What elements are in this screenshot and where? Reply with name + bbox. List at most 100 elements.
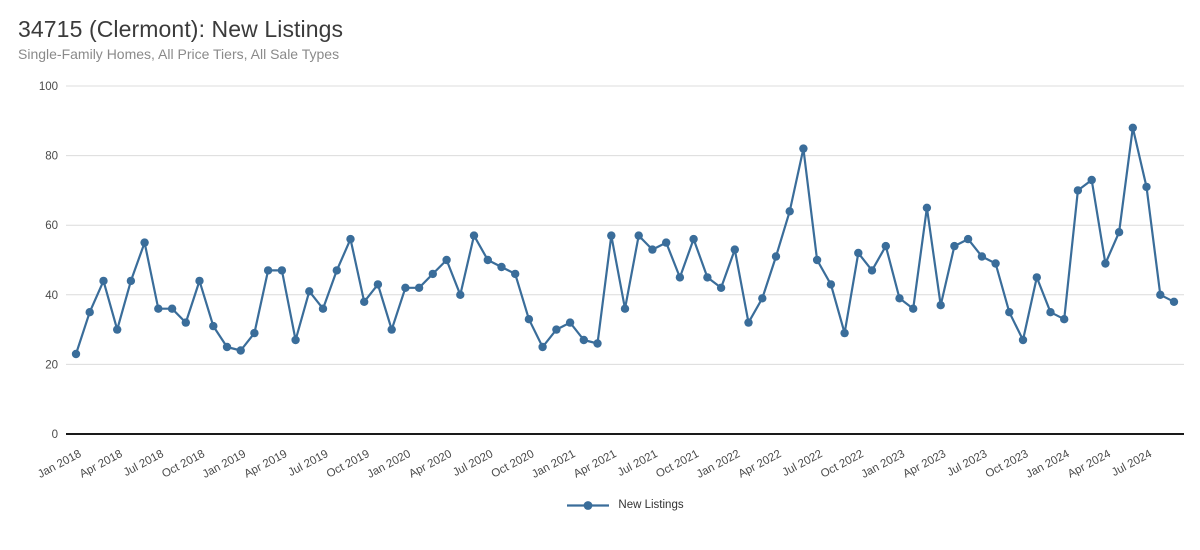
data-point xyxy=(442,255,451,265)
data-point xyxy=(771,252,781,261)
x-tick-label: Oct 2020 xyxy=(489,448,536,481)
data-point xyxy=(963,234,973,244)
data-point xyxy=(593,339,602,348)
x-tick-label: Jan 2019 xyxy=(201,448,248,481)
x-tick-label: Jan 2021 xyxy=(530,448,577,481)
data-point xyxy=(222,342,232,352)
data-point xyxy=(154,304,163,313)
data-point xyxy=(1169,297,1179,306)
x-tick-label: Apr 2018 xyxy=(78,448,125,481)
data-point xyxy=(1060,315,1069,324)
data-point xyxy=(524,315,534,324)
data-point xyxy=(1073,186,1083,195)
new-listings-line xyxy=(74,126,1176,356)
legend-item-new-listings[interactable]: New Listings xyxy=(566,499,684,512)
x-tick-label: Oct 2021 xyxy=(654,448,701,481)
data-point xyxy=(195,276,204,286)
chart-title: 34715 (Clermont): New Listings xyxy=(18,16,344,42)
data-point xyxy=(675,273,685,282)
data-point xyxy=(209,321,218,331)
data-point xyxy=(483,255,492,265)
y-tick-label: 0 xyxy=(52,429,58,441)
x-tick-label: Apr 2019 xyxy=(242,448,289,481)
x-tick-label: Apr 2022 xyxy=(737,448,784,481)
data-point xyxy=(538,342,547,352)
x-tick-label: Jul 2023 xyxy=(945,448,989,479)
x-tick-label: Jan 2022 xyxy=(695,448,742,481)
data-point xyxy=(1005,308,1014,317)
data-point xyxy=(318,304,328,313)
data-point xyxy=(840,328,849,338)
data-point xyxy=(511,269,520,279)
data-point xyxy=(428,269,437,279)
data-point xyxy=(99,276,108,286)
data-point xyxy=(689,234,698,244)
y-tick-label: 100 xyxy=(39,81,58,93)
x-tick-label: Jul 2022 xyxy=(781,448,825,479)
x-tick-label: Oct 2022 xyxy=(819,448,866,481)
data-point xyxy=(909,304,918,313)
data-point xyxy=(140,238,149,247)
data-point xyxy=(730,245,739,254)
data-point xyxy=(620,304,630,313)
data-point xyxy=(936,301,945,310)
x-tick-label: Jan 2023 xyxy=(859,448,906,481)
data-point xyxy=(305,287,314,296)
data-point xyxy=(812,255,822,265)
data-point xyxy=(758,294,767,303)
data-point xyxy=(414,283,424,292)
data-point xyxy=(387,325,396,334)
x-tick-label: Jan 2024 xyxy=(1024,448,1072,481)
data-point xyxy=(277,266,287,275)
data-point xyxy=(881,241,890,251)
x-tick-label: Apr 2023 xyxy=(901,448,948,481)
data-point xyxy=(250,328,259,338)
data-point xyxy=(85,308,94,317)
data-point xyxy=(1128,123,1138,132)
x-tick-label: Jul 2018 xyxy=(122,448,166,479)
data-point xyxy=(469,231,479,240)
legend-label: New Listings xyxy=(618,499,684,511)
data-point xyxy=(1156,290,1165,299)
data-point xyxy=(867,266,877,275)
data-point xyxy=(744,318,753,327)
data-point xyxy=(113,325,122,334)
data-point xyxy=(373,280,383,289)
data-point xyxy=(662,238,671,247)
data-point xyxy=(332,266,341,275)
data-point xyxy=(579,335,588,345)
x-tick-label: Jan 2018 xyxy=(36,448,83,481)
data-point xyxy=(346,234,355,244)
data-point xyxy=(126,276,136,286)
data-point xyxy=(977,252,987,261)
data-point xyxy=(167,304,177,313)
data-point xyxy=(716,283,726,292)
x-tick-label: Jul 2020 xyxy=(451,448,495,479)
data-point xyxy=(826,280,836,289)
data-point xyxy=(785,207,794,216)
x-tick-label: Oct 2019 xyxy=(325,448,372,481)
data-point xyxy=(607,231,616,240)
x-tick-label: Apr 2021 xyxy=(572,448,619,481)
data-point xyxy=(799,144,808,153)
legend: New Listings xyxy=(66,493,1184,517)
data-point xyxy=(291,335,300,345)
data-point xyxy=(634,231,643,240)
x-tick-label: Apr 2020 xyxy=(407,448,454,481)
x-tick-label: Oct 2018 xyxy=(160,448,207,481)
data-point xyxy=(456,290,465,299)
data-point xyxy=(181,318,190,327)
data-point xyxy=(236,346,245,355)
data-point xyxy=(922,203,932,212)
data-point xyxy=(991,259,1000,268)
data-point xyxy=(552,325,561,334)
data-point xyxy=(1142,182,1151,192)
x-tick-label: Apr 2024 xyxy=(1066,448,1113,481)
y-tick-label: 80 xyxy=(45,151,58,163)
data-point xyxy=(648,245,657,254)
x-tick-label: Jul 2024 xyxy=(1110,448,1155,479)
data-point xyxy=(401,283,410,292)
y-tick-label: 40 xyxy=(45,290,58,302)
data-point xyxy=(497,262,506,272)
